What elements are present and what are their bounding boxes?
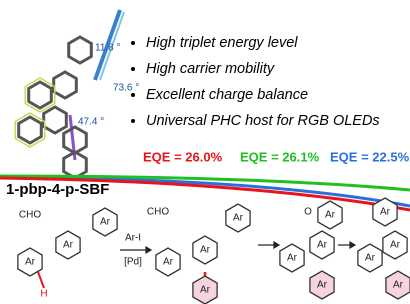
eqe-label: EQE = 22.5% xyxy=(330,149,410,164)
highlight-item: Universal PHC host for RGB OLEDs xyxy=(146,108,380,134)
ring xyxy=(44,107,67,133)
highlights: High triplet energy levelHigh carrier mo… xyxy=(130,30,380,134)
scheme-label: Ar-I xyxy=(125,233,141,244)
scheme-label: Ar xyxy=(287,253,298,264)
scheme-label: Ar xyxy=(200,285,211,296)
scheme-label: H xyxy=(40,289,47,300)
c-h-bond xyxy=(38,272,44,288)
eqe-label: EQE = 26.0% xyxy=(143,149,223,164)
highlight-item: Excellent charge balance xyxy=(146,82,380,108)
eqe-label: EQE = 26.1% xyxy=(240,149,320,164)
scheme-label: Ar xyxy=(63,240,74,251)
scheme-label: CHO xyxy=(147,207,169,218)
scheme-label: [Pd] xyxy=(124,257,142,268)
scheme-label: Ar xyxy=(317,280,328,291)
angle-label: 11.8 ° xyxy=(95,43,121,54)
ring xyxy=(54,72,77,98)
ring xyxy=(29,82,52,108)
molecule-structure xyxy=(15,10,124,178)
scheme-label: CHO xyxy=(19,210,41,221)
scheme-label: Ar xyxy=(100,217,111,228)
scheme-label: Ar xyxy=(325,210,336,221)
scheme-label: Ar xyxy=(365,253,376,264)
scheme-label: Ar xyxy=(25,257,36,268)
ring xyxy=(19,117,42,143)
scheme-label: Ar xyxy=(163,257,174,268)
scheme-label: O xyxy=(304,207,312,218)
angle-label: 47.4 ° xyxy=(78,117,104,128)
page: 11.8 ° 73.6 ° 47.4 ° 1-pbp-4-p-SBF EQE =… xyxy=(0,0,410,304)
scheme-label: Ar xyxy=(390,240,401,251)
scheme-label: Ar xyxy=(393,280,404,291)
scheme-label: Ar xyxy=(233,213,244,224)
ring xyxy=(69,37,92,63)
scheme-label: Ar xyxy=(380,207,391,218)
compound-name: 1-pbp-4-p-SBF xyxy=(6,181,109,198)
highlight-item: High carrier mobility xyxy=(146,56,380,82)
scheme-label: Ar xyxy=(317,240,328,251)
scheme-label: Ar xyxy=(200,245,211,256)
highlight-item: High triplet energy level xyxy=(146,30,380,56)
